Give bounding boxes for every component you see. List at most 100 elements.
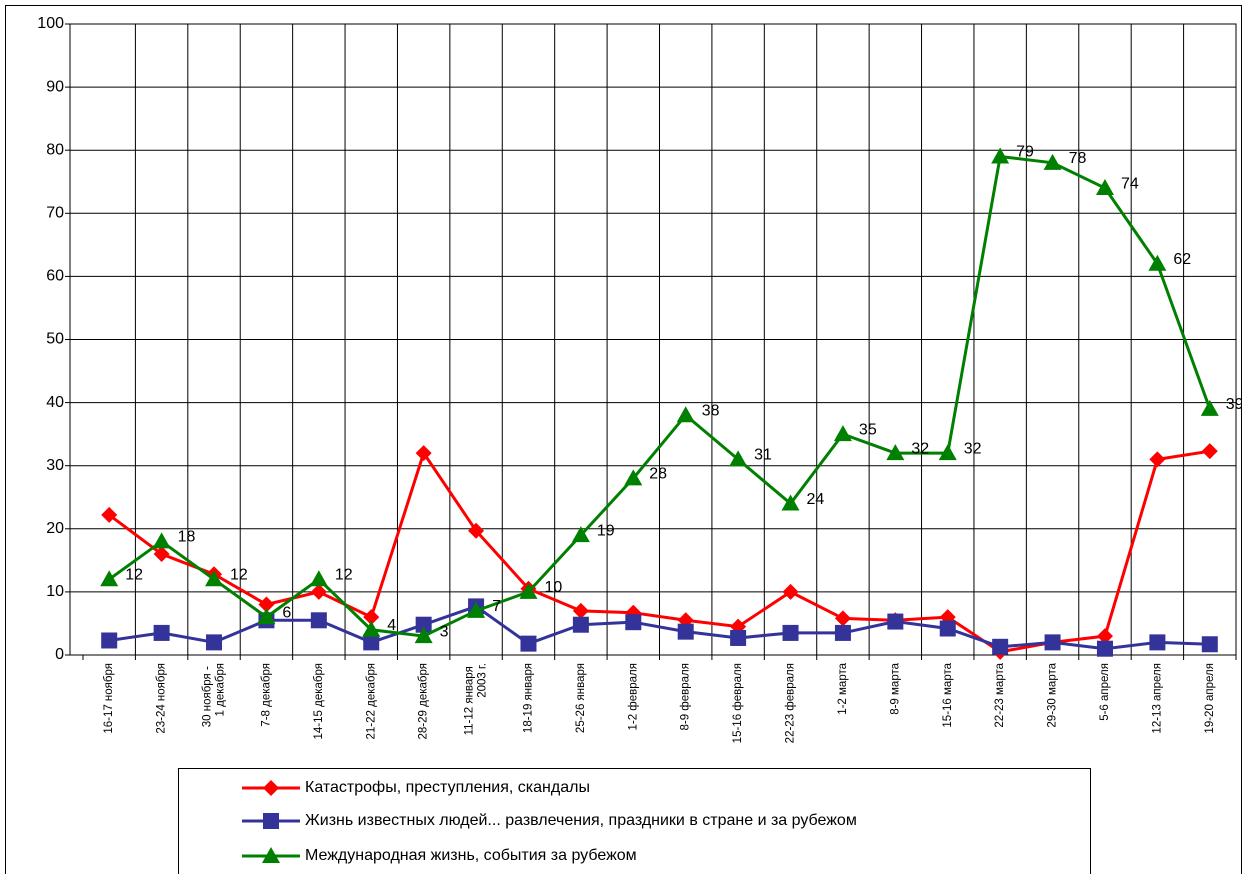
x-tick-label: 29-30 марта [1047,662,1059,727]
marker [833,425,852,442]
marker [782,583,799,600]
data-label: 4 [387,617,396,634]
marker [258,596,275,613]
marker [834,610,851,627]
x-tick-label: 12-13 апреля [1151,663,1163,734]
y-tick-label: 10 [46,583,64,600]
marker [676,406,695,423]
data-label: 6 [282,604,291,621]
marker [834,624,851,641]
x-tick-label: 21-22 декабря [365,663,377,739]
x-tick-label: 18-19 января [523,663,535,733]
marker [414,627,433,644]
marker [729,450,748,467]
data-label: 19 [597,522,615,539]
marker [1043,153,1062,170]
x-tick-label: 1-2 февраля [627,663,639,731]
y-tick-label: 80 [46,141,64,158]
data-label: 12 [125,566,143,583]
marker [310,612,327,629]
data-label: 12 [230,566,248,583]
marker [886,444,905,461]
marker [101,632,118,649]
y-tick-label: 90 [46,78,64,95]
marker [992,638,1009,655]
x-tick-label: 1-2 марта [837,662,849,714]
marker [152,532,171,549]
marker [625,614,642,631]
y-tick-label: 40 [46,394,64,411]
marker [782,624,799,641]
data-label: 35 [859,421,877,438]
marker [415,616,432,633]
data-label: 28 [649,466,667,483]
marker [1201,636,1218,653]
marker [677,623,694,640]
data-label: 78 [1069,150,1087,167]
marker [362,620,381,637]
legend-label: Катастрофы, преступления, скандалы [305,779,590,796]
marker [467,601,486,618]
legend-marker [263,813,279,829]
marker [100,570,119,587]
y-tick-label: 60 [46,268,64,285]
marker [205,570,224,587]
data-label: 3 [440,623,449,640]
data-label: 74 [1121,175,1139,192]
marker [572,602,589,619]
marker [1044,634,1061,651]
data-label: 10 [544,579,562,596]
data-label: 31 [754,447,772,464]
legend-marker [263,780,279,796]
series-line [108,154,1212,638]
marker [572,616,589,633]
data-label: 38 [702,402,720,419]
y-tick-label: 20 [46,520,64,537]
data-label: 32 [911,440,929,457]
x-tick-label: 28-29 декабря [418,663,430,739]
x-tick-label: 23-24 ноября [156,663,168,734]
data-label: 39 [1226,396,1242,413]
marker [1149,634,1166,651]
x-tick-label: 8-9 февраля [680,663,692,731]
marker [730,629,747,646]
marker [1096,640,1113,657]
data-label: 18 [178,529,196,546]
legend-label: Международная жизнь, события за рубежом [305,847,637,864]
data-label: 24 [807,491,825,508]
y-tick-label: 50 [46,331,64,348]
marker [310,583,327,600]
data-label: 32 [964,440,982,457]
x-tick-label: 30 ноября - 1 декабря [202,663,227,727]
y-tick-label: 30 [46,457,64,474]
marker [991,147,1010,164]
legend-box [178,768,1091,874]
marker [1201,443,1218,460]
x-tick-label: 22-23 марта [994,662,1006,727]
marker [887,613,904,630]
x-tick-label: 25-26 января [575,663,587,733]
x-tick-label: 16-17 ноября [103,663,115,734]
legend-label: Жизнь известных людей... развлечения, пр… [305,812,857,829]
marker [101,506,118,523]
x-tick-label: 15-16 марта [942,662,954,727]
marker [309,570,328,587]
y-tick-label: 100 [37,15,64,32]
marker [519,582,538,599]
x-tick-label: 8-9 марта [889,662,901,714]
x-tick-label: 5-6 апреля [1099,663,1111,721]
marker [206,634,223,651]
marker [781,494,800,511]
legend-marker [262,847,280,863]
x-tick-label: 11-12 января 2003 г. [464,663,489,735]
marker [571,526,590,543]
data-label: 12 [335,566,353,583]
marker [415,445,432,462]
marker [1096,628,1113,645]
marker [257,608,276,625]
x-tick-label: 19-20 апреля [1204,663,1216,734]
x-tick-label: 22-23 февраля [785,663,797,743]
marker [1095,179,1114,196]
marker [1149,451,1166,468]
y-tick-label: 70 [46,205,64,222]
